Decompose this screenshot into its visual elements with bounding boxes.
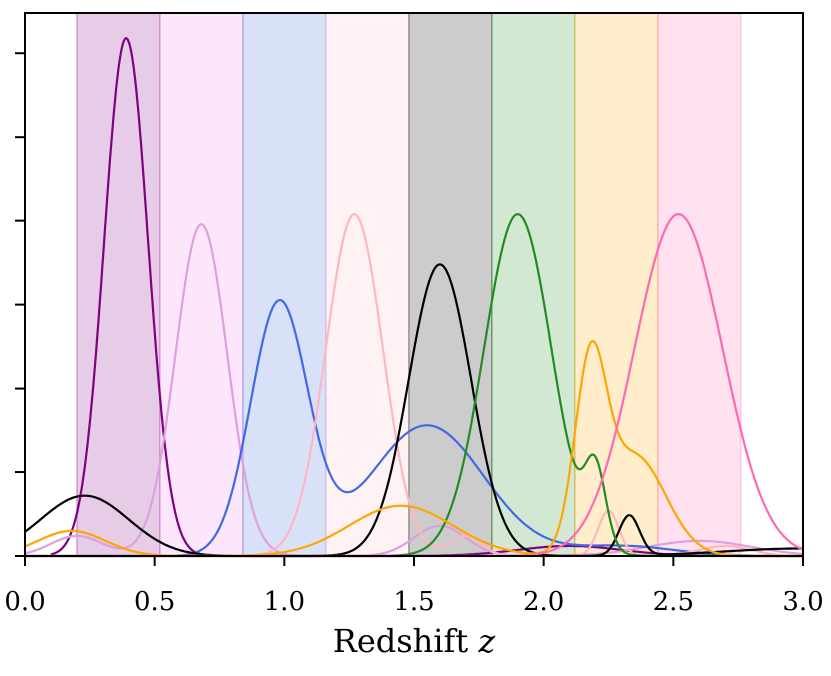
x-tick-label-2: 1.0 bbox=[264, 587, 305, 617]
x-tick-label-5: 2.5 bbox=[653, 587, 694, 617]
bin-band-7 bbox=[574, 12, 659, 557]
bin-band-4 bbox=[325, 12, 410, 557]
x-tick-label-3: 1.5 bbox=[393, 587, 434, 617]
bin-band-6 bbox=[491, 12, 576, 557]
bin-band-1 bbox=[76, 12, 161, 557]
x-axis-ticks: 0.0 0.5 1.0 1.5 2.0 2.5 3.0 bbox=[4, 556, 824, 617]
bin-band-5 bbox=[408, 12, 493, 557]
curve-bin-5 bbox=[24, 263, 803, 558]
curve-bin-2 bbox=[24, 223, 804, 558]
x-axis-title: Redshift z bbox=[333, 622, 497, 660]
x-tick-label-4: 2.0 bbox=[523, 587, 564, 617]
curve-bin-7 bbox=[24, 340, 803, 558]
x-tick-label-1: 0.5 bbox=[134, 587, 175, 617]
y-axis-ticks bbox=[15, 52, 25, 557]
x-axis-title-text: Redshift bbox=[333, 622, 469, 660]
x-tick-label-0: 0.0 bbox=[4, 587, 45, 617]
bin-band-2 bbox=[159, 12, 244, 557]
bin-band-3 bbox=[242, 12, 327, 557]
bin-band-8 bbox=[657, 12, 742, 557]
x-axis-title-variable: z bbox=[477, 622, 496, 660]
redshift-bin-bands bbox=[76, 12, 742, 557]
x-tick-label-6: 3.0 bbox=[782, 587, 823, 617]
